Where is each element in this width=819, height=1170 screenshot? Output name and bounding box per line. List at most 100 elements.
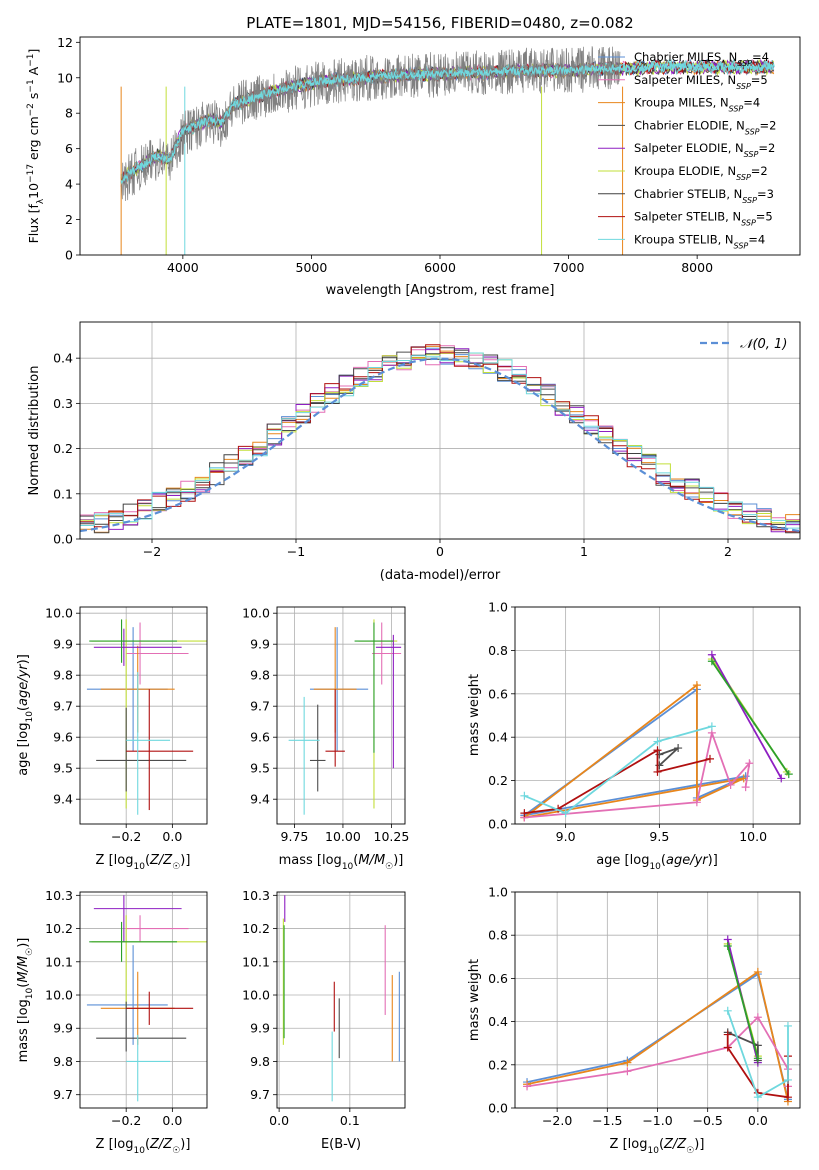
mass-weight-vs-age-marker <box>706 754 714 763</box>
mass-weight-vs-age-marker <box>692 798 701 807</box>
mass-weight-vs-age-frame <box>514 606 801 825</box>
mass-z-xlabel: Z [log10(Z/Z☉)] <box>96 1137 191 1156</box>
age-vs-Z-ytick-label: 9.5 <box>53 761 73 776</box>
age-vs-mass-xtick-label: 9.75 <box>281 829 309 844</box>
spectrum-xtick-label: 7000 <box>553 260 585 275</box>
mass-weight-vs-age-marker <box>653 737 662 746</box>
residual-histogram-step <box>80 352 800 537</box>
legend-entry: Chabrier MILES, NSSP=4 <box>634 50 769 68</box>
mass-weight-vs-Z-marker <box>783 1021 792 1030</box>
mass-vs-Z-frame <box>79 891 208 1109</box>
residuals-ytick-label: 0.4 <box>53 351 73 366</box>
spectrum-xlabel: wavelength [Angstrom, rest frame] <box>326 283 555 298</box>
mass-weight-vs-age-ytick-label: 0.4 <box>488 730 508 745</box>
mass-vs-EBV-ytick-label: 10.0 <box>242 988 270 1003</box>
mass-weight-vs-age-series-line <box>658 747 679 767</box>
mass-weight-vs-age-ytick-label: 0.2 <box>488 773 508 788</box>
mass-weight-vs-age-series-line <box>524 729 751 819</box>
mass-weight-vs-age-series-line <box>524 725 713 815</box>
mass-weight-vs-age-series-line <box>711 660 790 775</box>
residuals-xtick-label: −1 <box>287 544 305 559</box>
spectrum-ytick-label: 2 <box>65 212 73 227</box>
mass-vs-Z-ytick-label: 10.1 <box>45 954 73 969</box>
mass-weight-vs-Z-marker <box>623 1067 632 1076</box>
residuals-ytick-label: 0.3 <box>53 396 73 411</box>
mass-vs-Z-ytick-label: 9.9 <box>53 1021 73 1036</box>
mass-weight-vs-age-series-line <box>523 687 746 817</box>
spectrum-ylabel: Flux [fλ10−17 erg cm−2 s−1 A−1] <box>26 49 46 244</box>
spectrum-xtick-label: 4000 <box>167 260 199 275</box>
residuals-xtick-label: 2 <box>724 544 732 559</box>
age-vs-Z-ytick-label: 9.9 <box>53 637 73 652</box>
spectrum-legend: Chabrier MILES, NSSP=4 Salpeter MILES, NS… <box>598 50 776 250</box>
mass-z-ylabel: mass [log10(M/M☉)] <box>16 938 35 1063</box>
mw-z-xlabel: Z [log10(Z/Z☉)] <box>610 1137 705 1156</box>
mass-vs-Z-errorbars <box>86 895 207 1102</box>
residual-ylabel: Normed distribution <box>27 366 42 496</box>
mass-vs-EBV-xtick-label: 0.0 <box>269 1113 289 1128</box>
residuals-ytick-label: 0.2 <box>53 441 73 456</box>
mass-vs-Z-xtick-label: 0.0 <box>162 1113 182 1128</box>
mass-weight-vs-Z-marker <box>623 1058 632 1067</box>
mass-weight-vs-Z-ytick-label: 0.4 <box>488 1014 508 1029</box>
legend-entry: Kroupa STELIB, NSSP=4 <box>634 232 765 250</box>
spectrum-xtick-label: 5000 <box>296 260 328 275</box>
spectrum-frame <box>79 36 801 256</box>
mass-vs-EBV-ytick-label: 9.9 <box>250 1021 270 1036</box>
residual-histogram-step <box>80 344 800 533</box>
mass-vs-EBV-ytick-label: 10.3 <box>242 888 270 903</box>
mass-weight-vs-Z-series-line <box>726 1010 789 1099</box>
mass-weight-vs-age-marker <box>707 657 716 666</box>
legend-entry: Kroupa ELODIE, NSSP=2 <box>634 164 768 182</box>
age-vs-mass-xtick-label: 10.25 <box>374 829 410 844</box>
mw-z-ylabel: mass weight <box>467 959 482 1041</box>
age-vs-mass-frame <box>276 606 406 825</box>
mass-weight-vs-age-marker <box>741 783 750 792</box>
mass-weight-vs-Z-marker <box>723 1043 732 1052</box>
mass-weight-vs-Z-xtick-label: −1.5 <box>592 1113 622 1128</box>
spectrum-xtick-label: 6000 <box>424 260 456 275</box>
age-vs-Z-ytick-label: 9.7 <box>53 699 73 714</box>
spectrum-ytick-label: 4 <box>65 177 73 192</box>
mass-weight-vs-Z-series-line <box>526 970 789 1102</box>
mass-weight-vs-age-ytick-label: 0.6 <box>488 686 508 701</box>
age-vs-Z-ytick-label: 10.0 <box>45 606 73 621</box>
age-z-xlabel: Z [log10(Z/Z☉)] <box>96 853 191 872</box>
mass-vs-Z-ytick-label: 10.3 <box>45 888 73 903</box>
residuals-axes: −2 −1 0 1 2 0.0 0.1 0.2 0.3 0.4 <box>53 322 800 559</box>
mass-weight-vs-age-xtick-label: 10.0 <box>739 829 767 844</box>
age-vs-mass-xtick-label: 10.00 <box>325 829 361 844</box>
legend-entry: Salpeter MILES, NSSP=5 <box>634 73 768 91</box>
spectrum-ytick-label: 6 <box>65 141 73 156</box>
residuals-xtick-label: −2 <box>143 544 161 559</box>
mass-weight-vs-age-series-line <box>711 654 783 779</box>
mass-weight-vs-Z-xtick-label: 0.0 <box>748 1113 768 1128</box>
mass-weight-vs-Z-marker <box>753 967 762 976</box>
mass-weight-vs-Z-ytick-label: 1.0 <box>488 885 508 900</box>
mass-weight-vs-Z-marker <box>723 1006 732 1015</box>
spectrum-ytick-label: 10 <box>57 70 73 85</box>
mass-weight-vs-Z-xtick-label: −2.0 <box>542 1113 572 1128</box>
mass-weight-vs-Z-ytick-label: 0.6 <box>488 971 508 986</box>
mass-weight-vs-Z-axes: −2.0 −1.5 −1.0 −0.5 0.0 0.0 0.2 0.4 0.6 0.8 1.0 <box>488 885 800 1128</box>
mass-vs-EBV-ytick-label: 9.7 <box>250 1087 270 1102</box>
mass-weight-vs-age-marker <box>726 780 735 789</box>
spectrum-model-kroupa-stelib <box>120 61 775 185</box>
mass-weight-vs-age-marker <box>777 774 786 783</box>
mw-age-xlabel: age [log10(age/yr)] <box>596 853 718 872</box>
age-vs-mass-ytick-label: 9.7 <box>250 699 270 714</box>
mass-weight-vs-age-xtick-label: 9.0 <box>556 829 576 844</box>
mass-weight-vs-Z-ytick-label: 0.0 <box>488 1101 508 1116</box>
mass-weight-vs-age-lines <box>520 650 793 822</box>
spectrum-xtick-label: 8000 <box>681 260 713 275</box>
mass-weight-vs-Z-marker <box>723 1030 732 1039</box>
mass-weight-vs-age-marker <box>674 744 683 753</box>
residuals-xtick-label: 1 <box>580 544 588 559</box>
mass-weight-vs-Z-marker <box>753 1054 762 1063</box>
residuals-ytick-label: 0.1 <box>53 486 73 501</box>
mass-weight-vs-age-marker <box>520 809 529 818</box>
legend-entry: Chabrier ELODIE, NSSP=2 <box>634 118 776 136</box>
mass-vs-EBV-ytick-label: 10.1 <box>242 954 270 969</box>
mass-vs-Z-ytick-label: 10.0 <box>45 988 73 1003</box>
mass-weight-vs-age-marker <box>561 809 570 818</box>
